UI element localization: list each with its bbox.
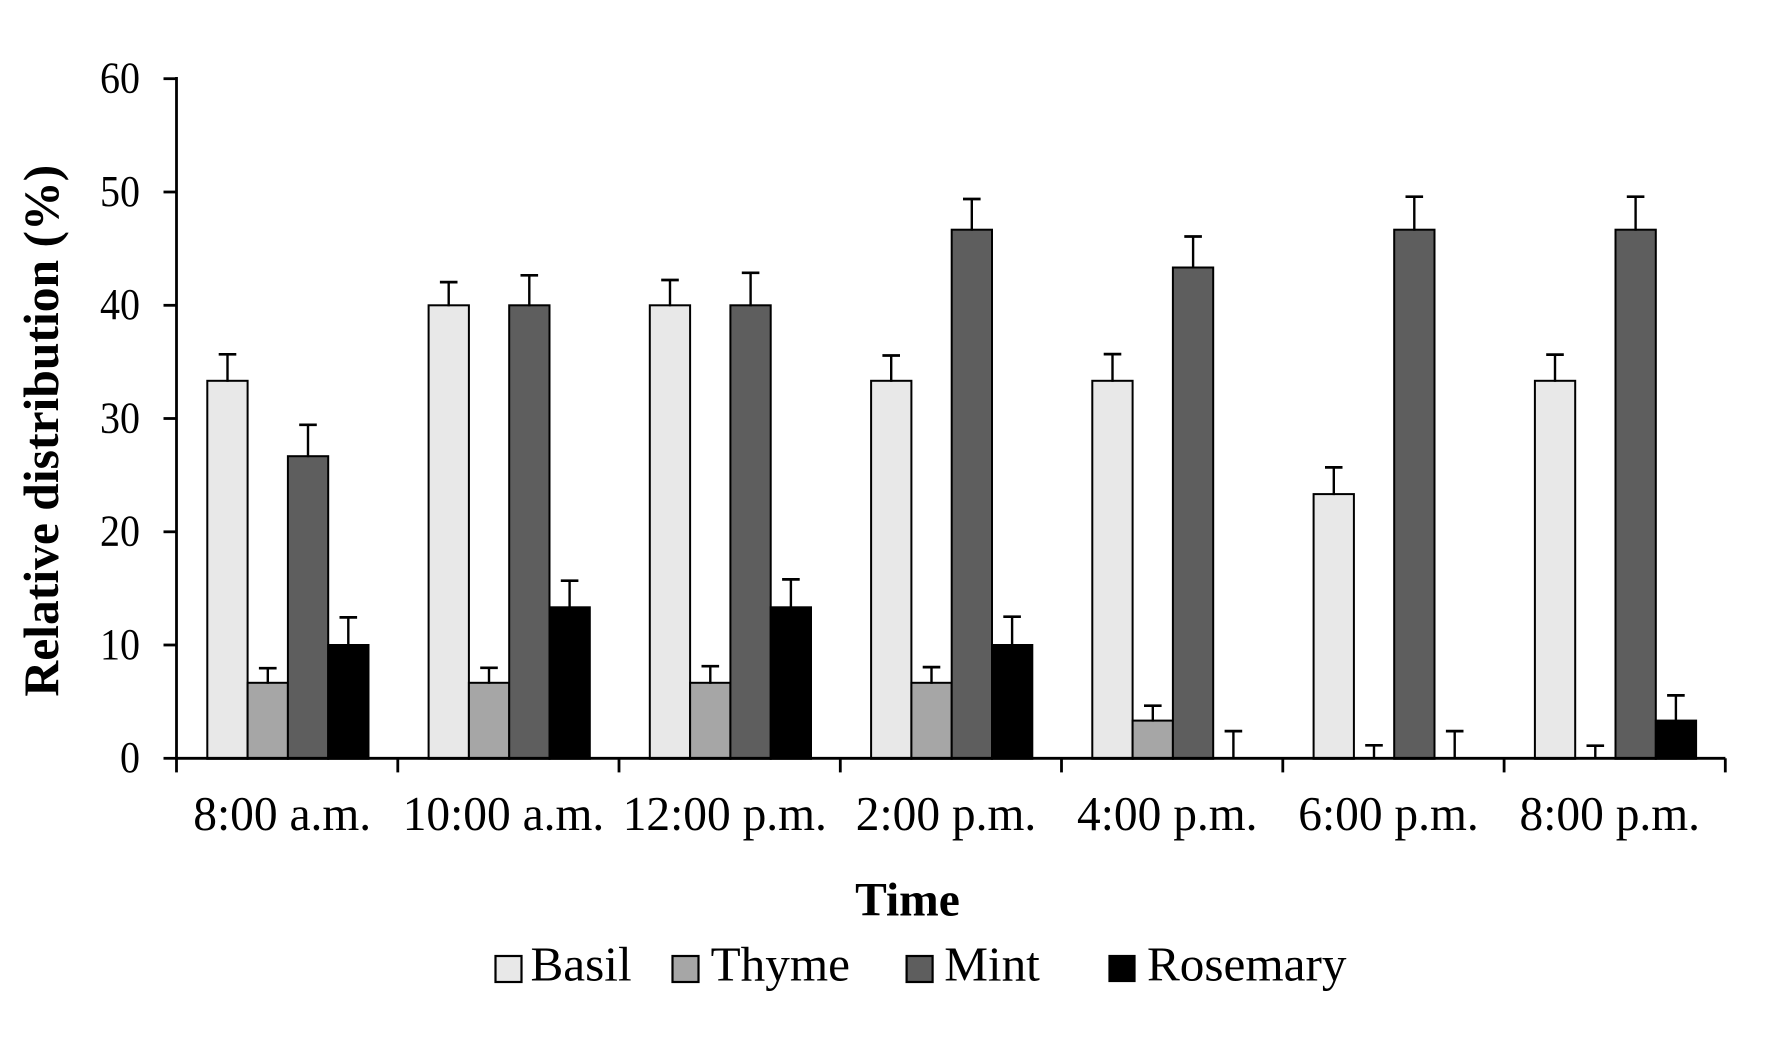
svg-text:Thyme: Thyme (711, 936, 850, 991)
svg-text:40: 40 (100, 280, 140, 329)
svg-text:0: 0 (120, 733, 140, 782)
svg-text:50: 50 (100, 167, 140, 216)
svg-text:12:00 p.m.: 12:00 p.m. (623, 787, 827, 841)
svg-text:60: 60 (100, 54, 140, 103)
svg-text:Basil: Basil (531, 936, 632, 991)
svg-text:8:00 a.m.: 8:00 a.m. (193, 787, 371, 841)
svg-text:6:00 p.m.: 6:00 p.m. (1298, 787, 1479, 841)
svg-text:4:00 p.m.: 4:00 p.m. (1077, 787, 1258, 841)
svg-text:10:00 a.m.: 10:00 a.m. (403, 787, 605, 841)
svg-text:30: 30 (100, 393, 140, 442)
svg-text:Rosemary: Rosemary (1147, 936, 1347, 991)
svg-text:Time: Time (855, 874, 960, 926)
svg-text:8:00 p.m.: 8:00 p.m. (1520, 787, 1701, 841)
svg-text:Relative distribution (%): Relative distribution (%) (14, 165, 69, 697)
svg-text:10: 10 (100, 620, 140, 669)
svg-text:2:00 p.m.: 2:00 p.m. (856, 787, 1037, 841)
svg-text:20: 20 (100, 507, 140, 556)
svg-text:Mint: Mint (944, 936, 1040, 991)
